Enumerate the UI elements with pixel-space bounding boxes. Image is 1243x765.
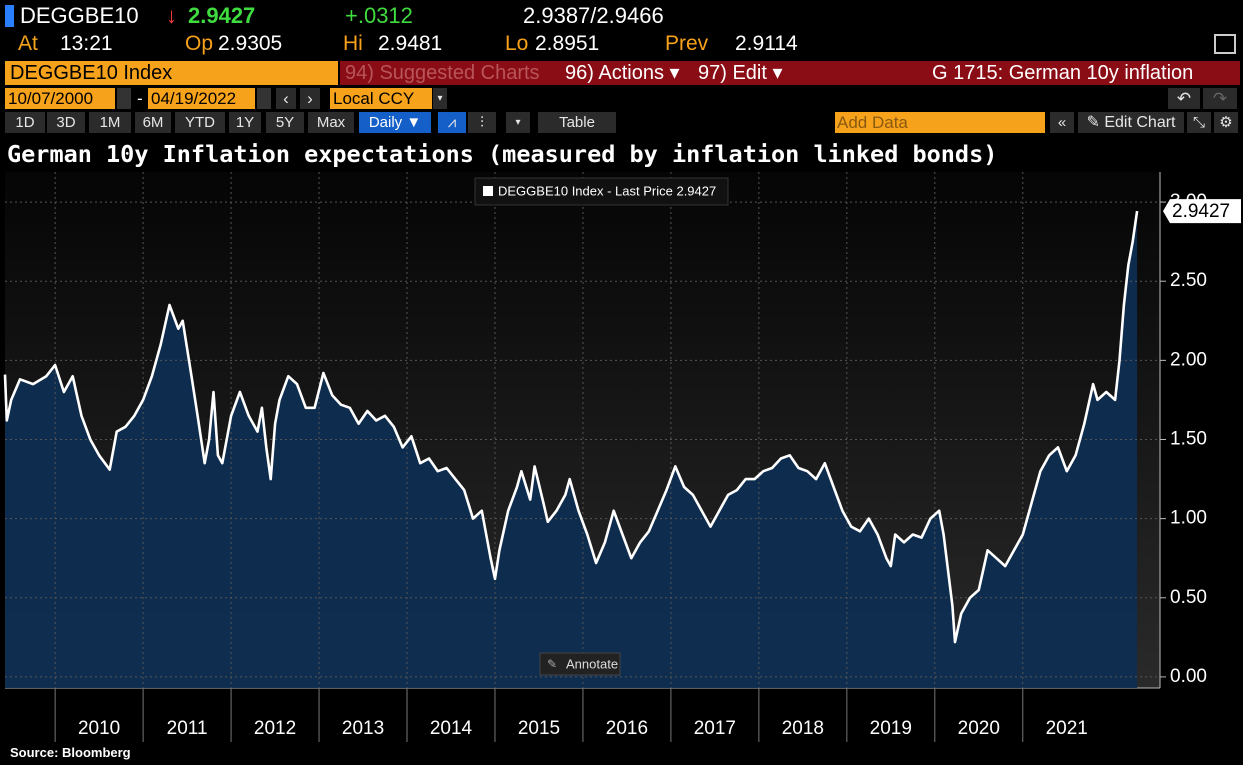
y-tick-label: 1.50 [1170, 429, 1207, 450]
x-tick-label: 2017 [694, 718, 736, 739]
legend-swatch [483, 186, 493, 196]
popout-icon[interactable] [1214, 34, 1236, 54]
y-tick-label: 1.00 [1170, 508, 1207, 529]
period-button[interactable]: 1D [5, 112, 45, 133]
bid-ask: 2.9387/2.9466 [523, 3, 664, 28]
x-tick-label: 2018 [782, 718, 824, 739]
field-label: Hi [343, 32, 363, 55]
edit-menu[interactable]: 97) Edit ▾ [698, 62, 783, 84]
collapse-button[interactable]: « [1050, 112, 1074, 133]
currency-dropdown[interactable]: ▾ [433, 88, 447, 109]
next-button[interactable]: › [300, 88, 320, 109]
last-price-label: 2.9427 [1172, 201, 1230, 222]
start-date[interactable]: 10/07/2000 [5, 88, 115, 109]
source: Source: Bloomberg [10, 745, 131, 760]
field-value: 2.9481 [378, 32, 443, 55]
redo-button[interactable]: ↷ [1203, 88, 1237, 109]
suggested-charts[interactable]: 94) Suggested Charts [345, 62, 540, 84]
annotate-icon: ✎ [547, 657, 557, 671]
field-label: Op [185, 32, 214, 55]
ticker: DEGGBE10 [20, 3, 139, 28]
edit-chart-label: Edit Chart [1104, 114, 1176, 131]
field-label: Prev [665, 32, 709, 55]
x-tick-label: 2020 [958, 718, 1000, 739]
zoom-icon[interactable]: ⤡ [1187, 112, 1211, 133]
field-value: 13:21 [60, 32, 113, 55]
table-button[interactable]: Table [538, 112, 616, 133]
calendar-icon[interactable] [117, 88, 131, 109]
field-label: Lo [505, 32, 529, 55]
settings-icon[interactable]: ⚙ [1214, 112, 1238, 133]
y-tick-label: 2.00 [1170, 349, 1207, 370]
security-box[interactable]: DEGGBE10 Index [5, 61, 338, 85]
period-button[interactable]: 1Y [229, 112, 261, 133]
x-tick-label: 2010 [78, 718, 120, 739]
x-tick-label: 2016 [606, 718, 648, 739]
last-price: 2.9427 [188, 3, 256, 28]
period-button[interactable]: YTD [175, 112, 225, 133]
legend-label: DEGGBE10 Index - Last Price 2.9427 [498, 183, 716, 198]
prev-button[interactable]: ‹ [276, 88, 296, 109]
chart-dropdown[interactable]: ▾ [506, 112, 530, 133]
last-price-box [1163, 199, 1241, 224]
date-separator: - [137, 89, 143, 108]
period-button[interactable]: 6M [135, 112, 171, 133]
y-tick-label: 2.50 [1170, 270, 1207, 291]
field-value: 2.8951 [535, 32, 600, 55]
calendar-icon[interactable] [257, 88, 271, 109]
x-tick-label: 2011 [167, 718, 208, 739]
pencil-icon: ✎ [1086, 114, 1105, 131]
area-fill [5, 211, 1138, 688]
x-tick-label: 2021 [1046, 718, 1088, 739]
function-title: G 1715: German 10y inflation [932, 62, 1194, 84]
line-icon[interactable]: ⩘ [438, 112, 466, 133]
field-value: 2.9114 [735, 32, 798, 55]
x-tick-label: 2014 [430, 718, 473, 739]
period-button[interactable]: 3D [47, 112, 85, 133]
bar-icon[interactable]: ⫶ [468, 112, 496, 133]
edit-chart[interactable]: ✎ Edit Chart [1078, 112, 1184, 133]
add-data[interactable]: Add Data [835, 112, 1045, 133]
actions-menu[interactable]: 96) Actions ▾ [565, 62, 680, 84]
x-tick-label: 2015 [518, 718, 560, 739]
menu-bar [340, 61, 1240, 85]
chart: 0.000.501.001.502.002.503.00201020112012… [3, 172, 1241, 742]
field-value: 2.9305 [218, 32, 283, 55]
period-button[interactable]: 1M [89, 112, 131, 133]
annotate-button [539, 652, 621, 676]
frequency[interactable]: Daily ▼ [359, 112, 431, 133]
period-button[interactable]: 5Y [266, 112, 304, 133]
chart-title: German 10y Inflation expectations (measu… [7, 140, 998, 168]
ticker-flag [5, 5, 14, 27]
x-tick-label: 2019 [870, 718, 912, 739]
annotate-label: Annotate [566, 656, 618, 671]
currency[interactable]: Local CCY [330, 88, 432, 109]
price-line [3, 210, 1139, 644]
legend-box [474, 177, 729, 206]
y-tick-label: 0.00 [1170, 666, 1207, 687]
undo-button[interactable]: ↶ [1168, 88, 1200, 109]
down-arrow: ↓ [166, 3, 177, 28]
field-label: At [18, 32, 38, 55]
x-tick-label: 2013 [342, 718, 384, 739]
x-tick-label: 2012 [254, 718, 296, 739]
y-tick-label: 0.50 [1170, 587, 1207, 608]
end-date[interactable]: 04/19/2022 [148, 88, 255, 109]
change: +.0312 [345, 3, 413, 28]
period-button[interactable]: Max [308, 112, 354, 133]
